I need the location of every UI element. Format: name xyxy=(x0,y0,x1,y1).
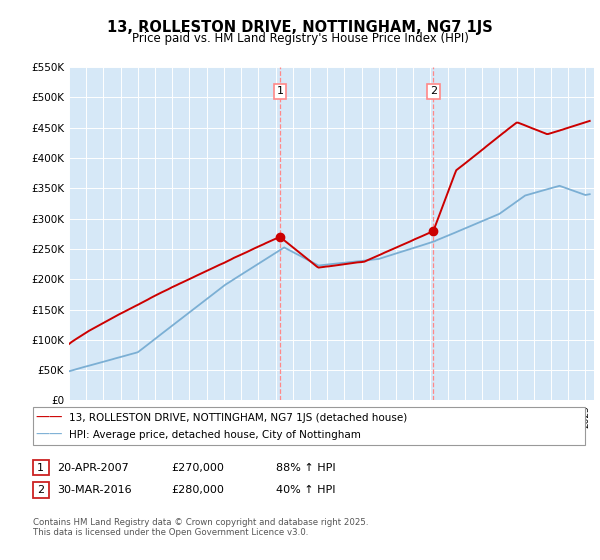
Text: ——: —— xyxy=(36,427,63,441)
Text: 13, ROLLESTON DRIVE, NOTTINGHAM, NG7 1JS (detached house): 13, ROLLESTON DRIVE, NOTTINGHAM, NG7 1JS… xyxy=(69,413,407,423)
Text: ——: —— xyxy=(36,411,63,425)
Text: 2: 2 xyxy=(37,485,44,495)
Text: 20-APR-2007: 20-APR-2007 xyxy=(57,463,129,473)
Text: 1: 1 xyxy=(277,86,283,96)
Text: Price paid vs. HM Land Registry's House Price Index (HPI): Price paid vs. HM Land Registry's House … xyxy=(131,32,469,45)
Text: Contains HM Land Registry data © Crown copyright and database right 2025.
This d: Contains HM Land Registry data © Crown c… xyxy=(33,518,368,538)
Text: £280,000: £280,000 xyxy=(171,485,224,495)
Text: 88% ↑ HPI: 88% ↑ HPI xyxy=(276,463,335,473)
Text: £270,000: £270,000 xyxy=(171,463,224,473)
Text: 30-MAR-2016: 30-MAR-2016 xyxy=(57,485,131,495)
Text: 1: 1 xyxy=(37,463,44,473)
Text: 13, ROLLESTON DRIVE, NOTTINGHAM, NG7 1JS: 13, ROLLESTON DRIVE, NOTTINGHAM, NG7 1JS xyxy=(107,20,493,35)
Text: HPI: Average price, detached house, City of Nottingham: HPI: Average price, detached house, City… xyxy=(69,430,361,440)
Text: 40% ↑ HPI: 40% ↑ HPI xyxy=(276,485,335,495)
Text: 2: 2 xyxy=(430,86,437,96)
